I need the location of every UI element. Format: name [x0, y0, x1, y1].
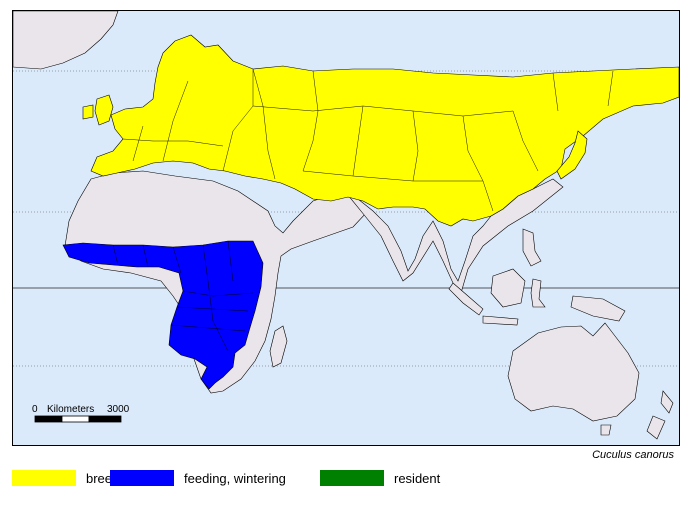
wintering-internal-borders — [112, 240, 254, 352]
australia — [507, 322, 640, 422]
scale-segment-1 — [34, 415, 63, 423]
legend-swatch-breeding — [12, 470, 76, 486]
new-guinea — [570, 295, 626, 322]
new-zealand — [646, 390, 674, 440]
world-map-svg: 0 Kilometers 3000 — [13, 11, 679, 445]
scale-unit-label: Kilometers — [47, 404, 94, 415]
breeding-internal-borders — [122, 68, 614, 212]
species-name: Cuculus canorus — [592, 449, 674, 461]
scale-segment-3 — [88, 415, 122, 423]
breeding-range-ireland — [82, 104, 94, 120]
scale-start-label: 0 — [32, 404, 38, 415]
legend-swatch-wintering — [110, 470, 174, 486]
sumatra — [448, 282, 484, 316]
greenland — [13, 11, 119, 70]
legend-swatch-resident — [320, 470, 384, 486]
range-map: 0 Kilometers 3000 — [12, 10, 680, 446]
scale-bar: 0 Kilometers 3000 — [32, 404, 130, 423]
java — [482, 315, 519, 326]
scale-end-label: 3000 — [107, 404, 130, 415]
legend-label-resident: resident — [394, 471, 441, 486]
map-legend: breeding feeding, wintering resident — [0, 468, 690, 492]
breeding-range-britain — [94, 94, 114, 126]
wintering-range — [62, 240, 264, 390]
legend-label-wintering: feeding, wintering — [184, 471, 286, 486]
breeding-range-main — [90, 34, 679, 227]
borneo — [490, 268, 526, 308]
tasmania — [600, 424, 612, 436]
legend-item-wintering: feeding, wintering — [110, 468, 320, 490]
madagascar — [269, 325, 288, 368]
breeding-range-japan — [556, 130, 588, 180]
scale-segment-2 — [61, 415, 90, 423]
philippines — [522, 228, 542, 267]
legend-item-resident: resident — [320, 468, 470, 490]
sulawesi — [530, 278, 546, 308]
